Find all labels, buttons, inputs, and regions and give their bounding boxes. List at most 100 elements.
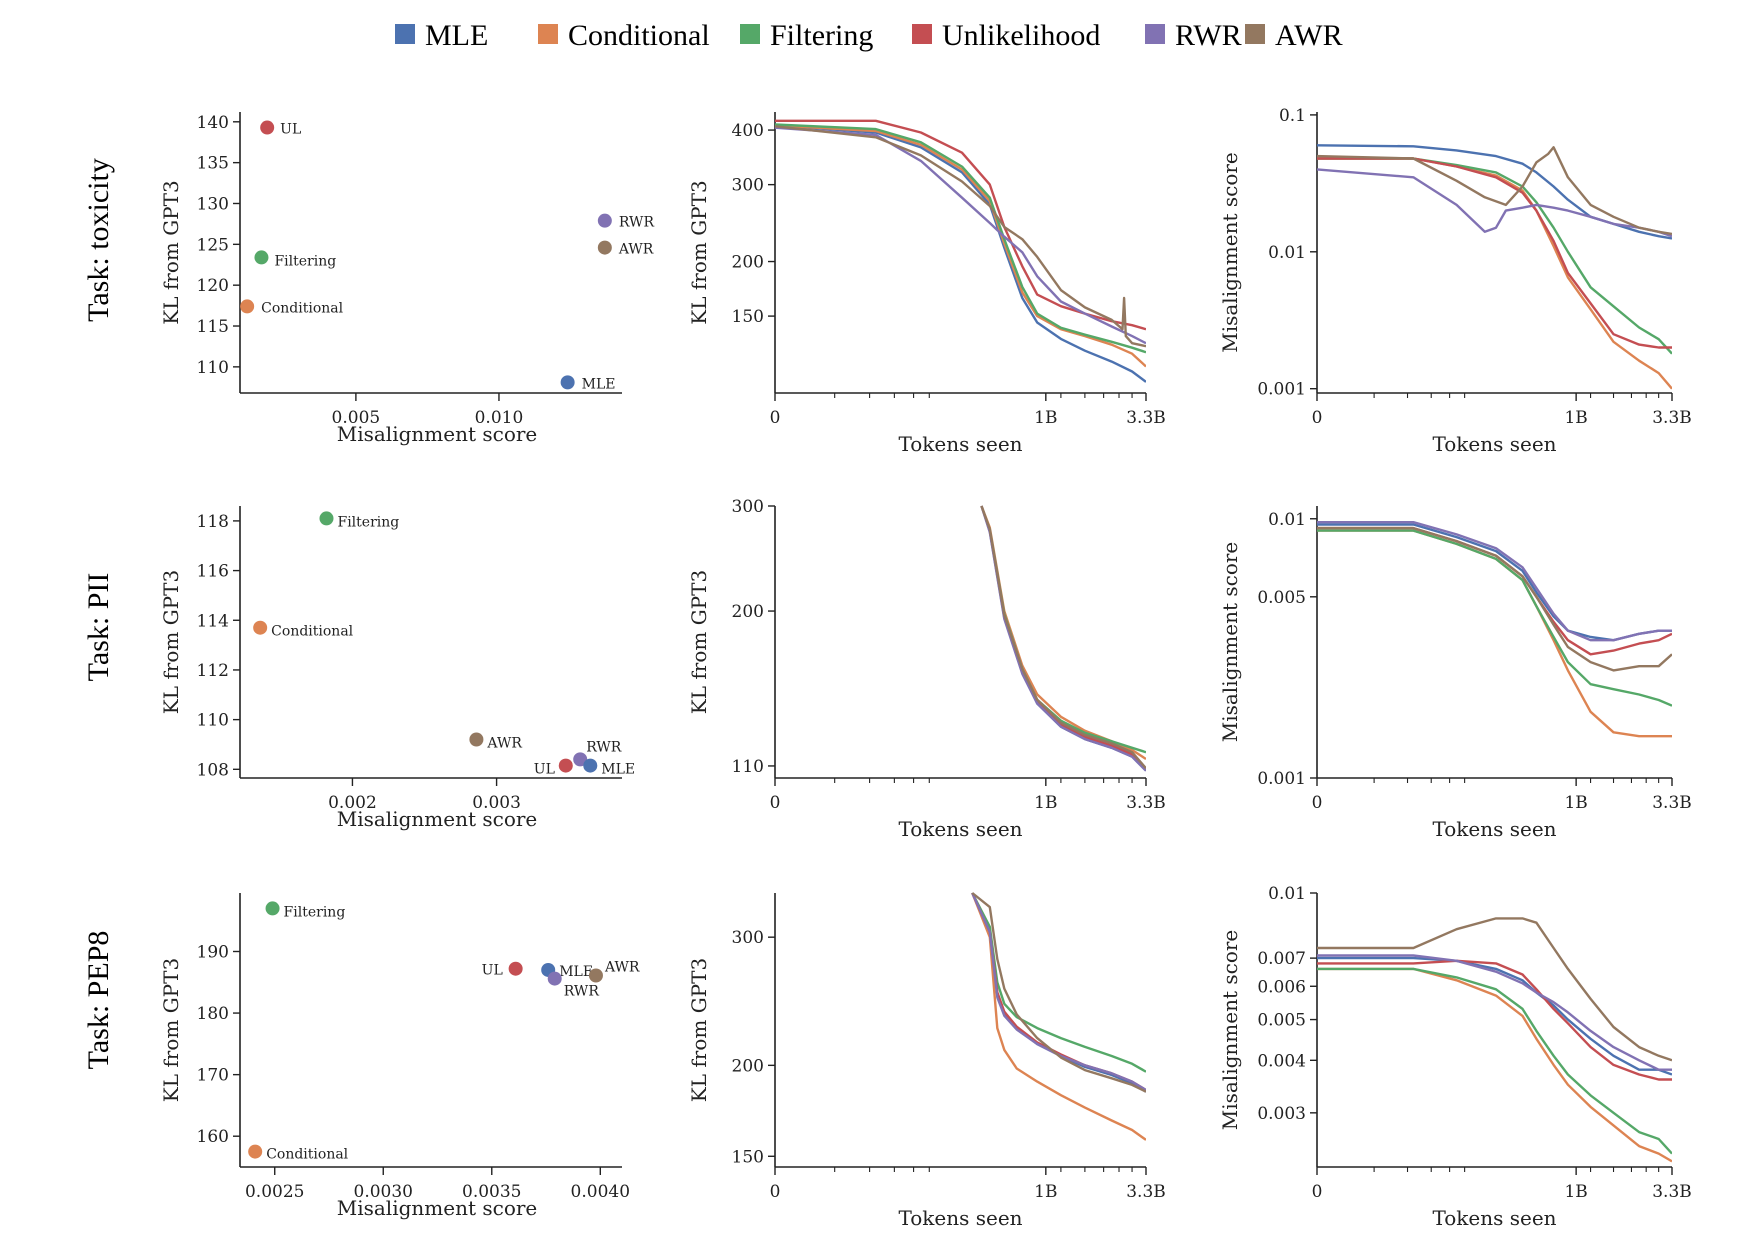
y-tick-label: 190 (197, 942, 229, 962)
series-line-conditional (1317, 157, 1672, 390)
series-line-awr (1317, 146, 1672, 236)
x-axis-label: Tokens seen (898, 1206, 1022, 1230)
point-filtering (254, 250, 269, 265)
y-tick-label: 300 (732, 176, 764, 196)
panel-task-pii-kl-curve: 110 200 300 0 1B 3.3B Tokens seen KL from GPT3 (687, 497, 1166, 841)
x-tick-label: 1B (1564, 1182, 1587, 1202)
y-tick-label: 300 (732, 928, 764, 948)
point-rwr (547, 971, 562, 986)
series-line-filtering (980, 505, 1146, 754)
point-mle (560, 375, 575, 390)
x-axis-label: Tokens seen (1432, 817, 1556, 841)
series-line-awr (1317, 526, 1672, 672)
point-label-ul: UL (280, 122, 301, 138)
point-label-conditional: Conditional (271, 624, 353, 640)
x-tick-label: 3.3B (1126, 793, 1166, 813)
y-tick-label: 120 (197, 276, 229, 296)
point-label-mle: MLE (582, 376, 616, 392)
series-line-mle (1317, 144, 1672, 240)
y-tick-label: 180 (197, 1004, 229, 1024)
legend-swatch-mle (395, 24, 415, 44)
x-tick-label: 3.3B (1126, 1182, 1166, 1202)
point-awr (469, 732, 484, 747)
x-axis-label: Tokens seen (898, 432, 1022, 456)
panel-task-pep8-kl-curve: 150 200 300 0 1B 3.3B Tokens seen KL from GPT3 (687, 892, 1166, 1230)
x-tick-label: 3.3B (1652, 793, 1692, 813)
legend-label-rwr: RWR (1175, 19, 1242, 52)
point-label-conditional: Conditional (266, 1147, 348, 1163)
x-tick-label: 0.0025 (245, 1182, 304, 1202)
y-axis-label: KL from GPT3 (159, 958, 183, 1102)
y-tick-label: 0.001 (1257, 769, 1306, 789)
y-tick-label: 108 (197, 760, 229, 780)
point-label-ul: UL (534, 762, 555, 778)
y-tick-label: 170 (197, 1066, 229, 1086)
series-line-mle (775, 124, 1146, 383)
y-tick-label: 0.007 (1257, 949, 1306, 969)
y-tick-label: 0.005 (1257, 588, 1306, 608)
point-label-mle: MLE (601, 762, 635, 778)
x-tick-label: 0.0040 (571, 1182, 630, 1202)
point-label-awr: AWR (604, 960, 640, 976)
series-line-awr (1317, 917, 1672, 1062)
x-tick-label: 0.0035 (462, 1182, 521, 1202)
y-tick-label: 0.006 (1257, 977, 1306, 997)
series-line-awr (971, 892, 1146, 1093)
series-line-unlikelihood (1317, 157, 1672, 349)
series-line-mle (1317, 956, 1672, 1076)
row-label-task-pep8: Task: PEP8 (82, 931, 115, 1070)
y-tick-label: 110 (197, 711, 229, 731)
point-ul (508, 961, 523, 976)
x-axis-label: Misalignment score (337, 1196, 538, 1220)
series-line-mle (980, 505, 1146, 772)
series-line-unlikelihood (1317, 959, 1672, 1081)
y-tick-label: 115 (197, 317, 229, 337)
y-tick-label: 0.1 (1279, 106, 1306, 126)
point-rwr (573, 752, 588, 767)
point-awr (597, 240, 612, 255)
y-tick-label: 125 (197, 235, 229, 255)
y-tick-label: 300 (732, 497, 764, 517)
y-tick-label: 114 (197, 611, 229, 631)
x-tick-label: 0 (1312, 1182, 1323, 1202)
x-axis-label: Tokens seen (1432, 432, 1556, 456)
x-tick-label: 0 (770, 1182, 781, 1202)
y-tick-label: 0.01 (1268, 884, 1306, 904)
y-axis-label: Misalignment score (1218, 152, 1242, 353)
y-tick-label: 130 (197, 194, 229, 214)
series-line-unlikelihood (775, 119, 1146, 331)
series-line-unlikelihood (971, 892, 1146, 1092)
point-mle (583, 758, 598, 773)
x-axis-label: Misalignment score (337, 807, 538, 831)
point-ul (260, 120, 275, 135)
row-label-task-toxicity: Task: toxicity (82, 158, 115, 322)
y-tick-label: 0.01 (1268, 510, 1306, 530)
point-label-filtering: Filtering (274, 253, 336, 269)
point-label-rwr: RWR (586, 739, 622, 755)
legend-label-mle: MLE (425, 19, 488, 52)
point-label-filtering: Filtering (284, 904, 346, 920)
y-axis-label: Misalignment score (1218, 542, 1242, 743)
x-tick-label: 0 (770, 793, 781, 813)
point-awr (588, 968, 603, 983)
legend-label-awr: AWR (1275, 19, 1343, 52)
x-tick-label: 1B (1034, 793, 1057, 813)
y-tick-label: 160 (197, 1127, 229, 1147)
point-ul (558, 758, 573, 773)
y-tick-label: 150 (732, 307, 764, 327)
y-tick-label: 110 (732, 757, 764, 777)
series-line-conditional (1317, 967, 1672, 1163)
point-conditional (240, 299, 255, 314)
y-tick-label: 200 (732, 253, 764, 273)
series-line-filtering (971, 892, 1146, 1073)
y-tick-label: 200 (732, 1056, 764, 1076)
y-axis-label: KL from GPT3 (159, 180, 183, 324)
series-line-rwr (971, 892, 1146, 1092)
point-label-conditional: Conditional (261, 300, 343, 316)
panel-task-pep8-scatter: 160 170 180 190 0.0025 0.0030 0.0035 0.0040 Misa… (159, 893, 640, 1220)
x-tick-label: 1B (1034, 408, 1057, 428)
y-tick-label: 135 (197, 154, 229, 174)
series-line-awr (775, 125, 1146, 348)
legend-swatch-filtering (740, 24, 760, 44)
